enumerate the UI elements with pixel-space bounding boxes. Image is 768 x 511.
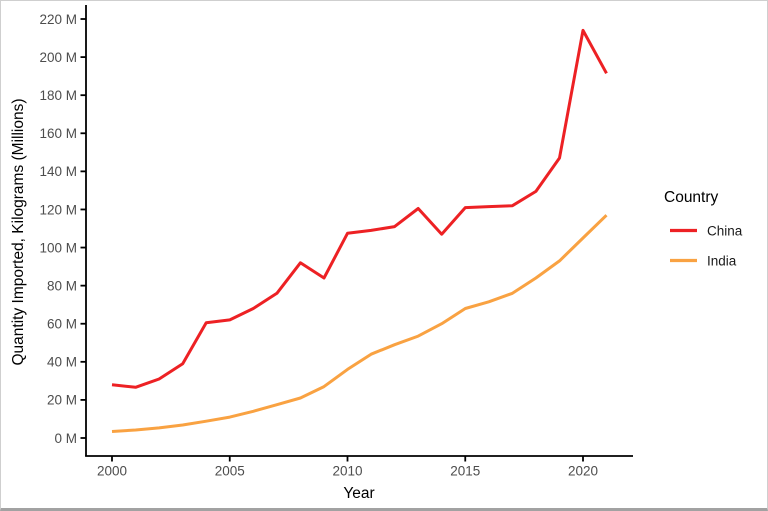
legend-title: Country: [664, 189, 719, 206]
legend-item-china: China: [670, 224, 743, 239]
series-line-india: [111, 214, 608, 433]
x-tick-label: 2015: [450, 464, 480, 479]
x-axis-ticks: 2000 2005 2010 2015 2020: [97, 456, 598, 479]
plot-series: [111, 28, 608, 433]
legend: Country China India: [664, 189, 743, 269]
y-axis-ticks: 0 M 20 M 40 M 60 M 80 M 100 M 120 M 140 M 160 M 1…: [39, 12, 86, 446]
legend-item-india: India: [670, 254, 737, 269]
y-tick-label: 40 M: [47, 355, 77, 370]
x-tick-label: 2010: [332, 464, 362, 479]
y-tick-label: 120 M: [39, 202, 77, 217]
legend-label-china: China: [707, 224, 743, 239]
series-line-china: [111, 28, 608, 389]
legend-label-india: India: [707, 254, 737, 269]
x-tick-label: 2000: [97, 464, 127, 479]
y-tick-label: 220 M: [39, 12, 77, 27]
x-tick-label: 2005: [215, 464, 245, 479]
y-axis-title: Quantity Imported, Kilograms (Millions): [10, 98, 27, 365]
x-tick-label: 2020: [568, 464, 598, 479]
y-tick-label: 140 M: [39, 164, 77, 179]
y-tick-label: 200 M: [39, 50, 77, 65]
y-tick-label: 160 M: [39, 126, 77, 141]
y-tick-label: 20 M: [47, 393, 77, 408]
y-tick-label: 0 M: [54, 431, 77, 446]
y-tick-label: 100 M: [39, 240, 77, 255]
y-tick-label: 180 M: [39, 88, 77, 103]
y-tick-label: 60 M: [47, 317, 77, 332]
x-axis-title: Year: [343, 485, 374, 502]
y-tick-label: 80 M: [47, 278, 77, 293]
